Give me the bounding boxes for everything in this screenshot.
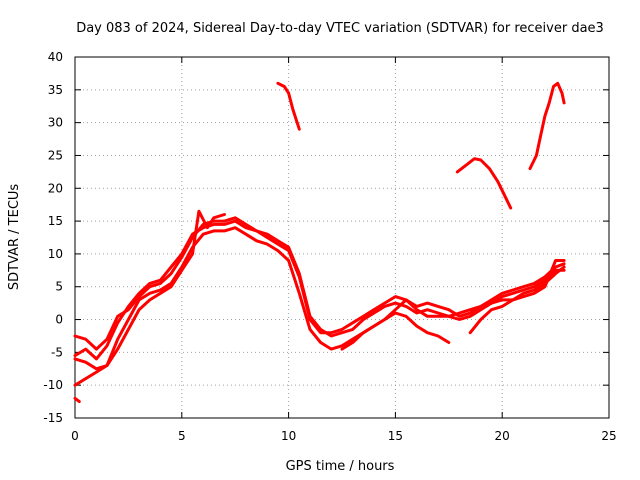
x-tick-label: 0 — [71, 429, 79, 443]
series-track-4 — [73, 209, 226, 371]
y-axis-ticks: -15 -10 -5 0 5 10 15 20 25 30 35 40 — [43, 50, 609, 425]
series-track-9 — [455, 157, 513, 210]
y-tick-label: 25 — [48, 148, 63, 162]
chart-title: Day 083 of 2024, Sidereal Day-to-day VTE… — [76, 21, 604, 36]
x-tick-label: 20 — [495, 429, 510, 443]
series-track-7 — [73, 396, 81, 404]
x-axis-ticks: 0 5 10 15 20 25 — [71, 57, 617, 443]
y-tick-label: 15 — [48, 214, 63, 228]
series-track-6 — [468, 265, 566, 335]
x-tick-label: 10 — [281, 429, 296, 443]
y-tick-label: 35 — [48, 83, 63, 97]
x-tick-label: 15 — [388, 429, 403, 443]
y-tick-label: 30 — [48, 116, 63, 130]
series-track-5 — [340, 259, 566, 351]
series-track-2 — [73, 219, 566, 361]
y-tick-label: -10 — [43, 378, 63, 392]
y-tick-label: 20 — [48, 181, 63, 195]
x-axis-label: GPS time / hours — [286, 459, 395, 474]
x-tick-label: 5 — [178, 429, 186, 443]
y-tick-label: 40 — [48, 50, 63, 64]
data-series — [73, 81, 566, 404]
y-tick-label: 0 — [55, 313, 63, 327]
y-tick-label: -15 — [43, 411, 63, 425]
y-axis-label: SDTVAR / TECUs — [7, 184, 22, 291]
x-tick-label: 25 — [601, 429, 616, 443]
y-tick-label: -5 — [51, 345, 63, 359]
series-track-8 — [276, 81, 301, 131]
grid-lines — [75, 57, 609, 418]
plot-frame — [74, 56, 610, 419]
y-tick-label: 5 — [55, 280, 63, 294]
y-tick-label: 10 — [48, 247, 63, 261]
series-track-10 — [528, 81, 566, 171]
